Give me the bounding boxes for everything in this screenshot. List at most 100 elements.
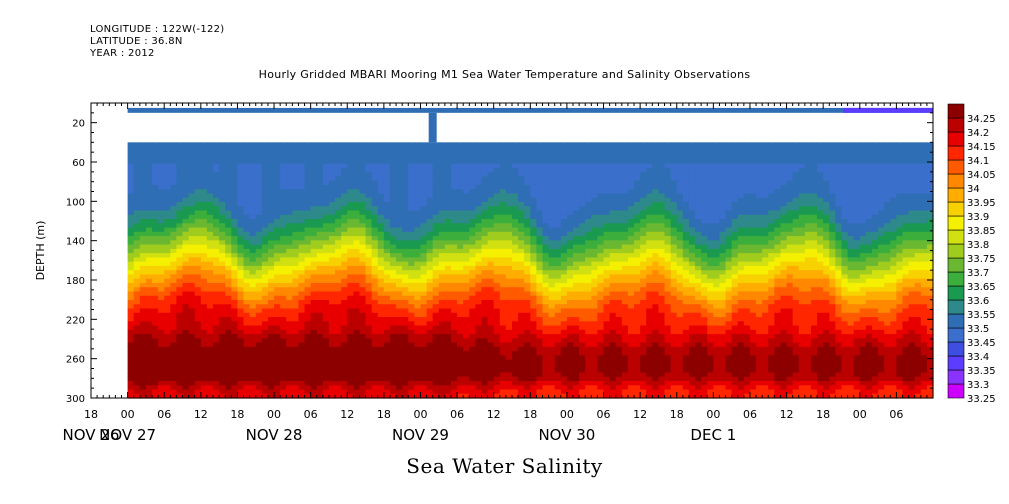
heatmap-cell [328, 214, 336, 220]
heatmap-cell [396, 380, 403, 386]
heatmap-cell [389, 346, 397, 352]
heatmap-cell [493, 380, 501, 386]
heatmap-cell [377, 389, 385, 395]
heatmap-cell [597, 321, 605, 327]
heatmap-cell [524, 167, 531, 173]
heatmap-cell [481, 244, 489, 250]
heatmap-cell [432, 244, 440, 250]
heatmap-cell [591, 146, 599, 152]
heatmap-cell [304, 376, 312, 382]
heatmap-cell [176, 150, 184, 156]
heatmap-cell [493, 376, 501, 382]
heatmap-cell [518, 389, 525, 395]
heatmap-cell [237, 274, 245, 280]
heatmap-cell [347, 282, 354, 288]
heatmap-cell [365, 363, 373, 369]
heatmap-cell [627, 257, 635, 263]
heatmap-cell [505, 321, 513, 327]
heatmap-cell [365, 338, 373, 344]
heatmap-cell [139, 317, 147, 322]
heatmap-cell [316, 214, 324, 220]
heatmap-cell [255, 223, 263, 229]
heatmap-cell [237, 291, 245, 297]
heatmap-cell [286, 317, 293, 322]
heatmap-cell [383, 291, 391, 297]
heatmap-cell [573, 295, 580, 301]
heatmap-cell [127, 201, 135, 207]
heatmap-cell [554, 295, 562, 301]
heatmap-cell [213, 206, 220, 212]
heatmap-cell [426, 261, 434, 267]
heatmap-cell [585, 155, 592, 160]
heatmap-cell [524, 253, 531, 258]
heatmap-cell [188, 270, 196, 276]
heatmap-cell [457, 206, 464, 212]
heatmap-cell [414, 389, 422, 395]
heatmap-cell [487, 240, 495, 246]
heatmap-cell [438, 372, 446, 378]
heatmap-cell [573, 236, 580, 241]
heatmap-cell [188, 346, 196, 352]
heatmap-cell [505, 206, 513, 212]
heatmap-cell [536, 257, 544, 263]
heatmap-cell [170, 355, 178, 361]
heatmap-cell [237, 189, 245, 195]
heatmap-cell [219, 363, 226, 369]
heatmap-cell [530, 265, 537, 271]
heatmap-cell [145, 393, 153, 399]
heatmap-cell [389, 351, 397, 356]
heatmap-cell [127, 385, 135, 391]
heatmap-cell [304, 227, 312, 233]
heatmap-cell [524, 172, 531, 178]
heatmap-cell [396, 240, 403, 246]
heatmap-cell [530, 359, 537, 365]
heatmap-cell [469, 248, 476, 254]
heatmap-cell [365, 325, 373, 331]
heatmap-cell [280, 201, 287, 207]
heatmap-cell [426, 201, 434, 207]
heatmap-cell [469, 351, 476, 356]
heatmap-cell [481, 312, 489, 318]
heatmap-cell [152, 176, 159, 182]
heatmap-cell [377, 270, 385, 276]
heatmap-cell [548, 329, 556, 335]
heatmap-cell [261, 231, 269, 237]
heatmap-cell [402, 257, 409, 263]
heatmap-cell [389, 176, 397, 182]
heatmap-cell [469, 325, 476, 331]
heatmap-cell [493, 359, 501, 365]
heatmap-cell [383, 287, 391, 293]
heatmap-cell [145, 308, 153, 314]
heatmap-cell [438, 253, 446, 258]
heatmap-cell [310, 146, 318, 152]
heatmap-cell [554, 206, 562, 212]
heatmap-cell [499, 197, 507, 203]
heatmap-cell [341, 368, 348, 374]
heatmap-cell [328, 368, 336, 374]
heatmap-cell [432, 282, 440, 288]
heatmap-cell [505, 227, 513, 233]
heatmap-cell [389, 146, 397, 152]
heatmap-cell [475, 363, 483, 369]
heatmap-cell [377, 376, 385, 382]
heatmap-cell [231, 312, 239, 318]
heatmap-cell [408, 287, 415, 293]
heatmap-cell [566, 321, 574, 327]
heatmap-cell [499, 163, 507, 169]
heatmap-cell [499, 295, 507, 301]
heatmap-cell [145, 184, 153, 190]
heatmap-cell [512, 346, 519, 352]
heatmap-cell [609, 155, 617, 160]
heatmap-cell [200, 155, 208, 160]
heatmap-cell [389, 150, 397, 156]
heatmap-cell [310, 167, 318, 173]
heatmap-cell [335, 265, 342, 271]
heatmap-cell [206, 189, 214, 195]
heatmap-cell [286, 351, 293, 356]
heatmap-cell [335, 206, 342, 212]
heatmap-cell [566, 180, 574, 186]
heatmap-cell [634, 189, 641, 195]
heatmap-cell [274, 206, 281, 212]
heatmap-cell [536, 227, 544, 233]
heatmap-cell [579, 201, 586, 207]
